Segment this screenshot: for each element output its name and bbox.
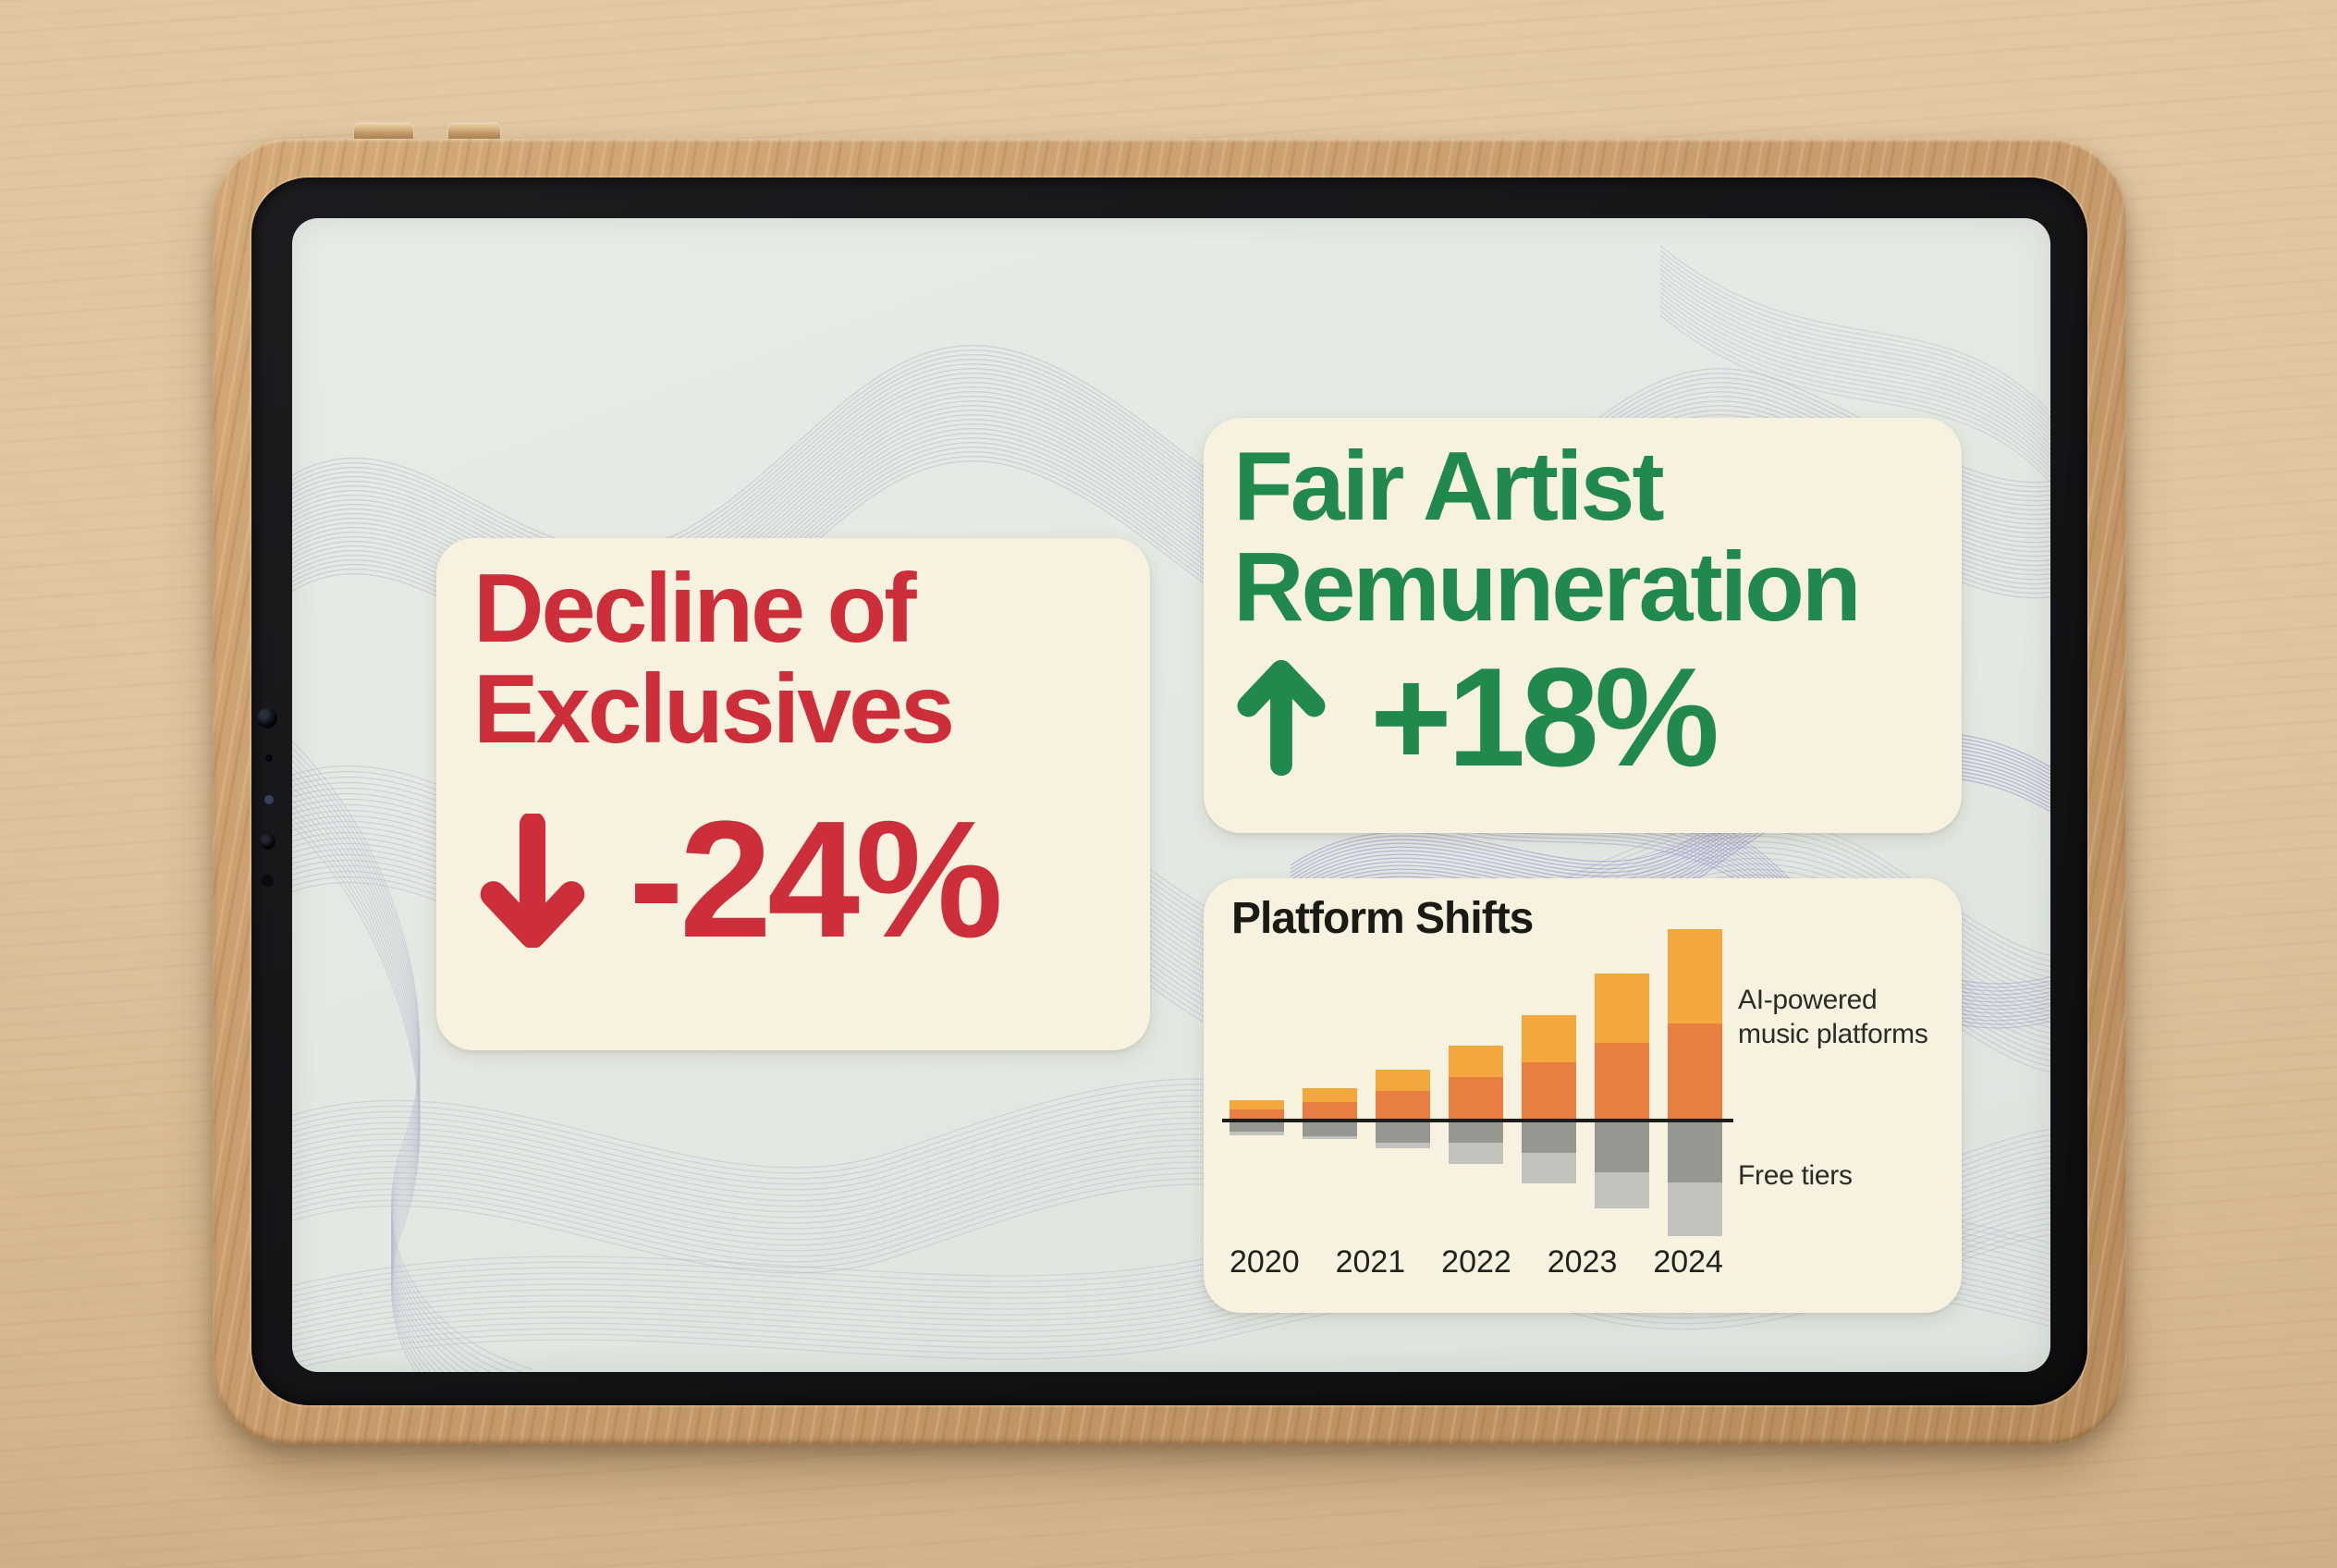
card-title: Fair Artist Remuneration xyxy=(1233,435,1862,638)
x-axis-label: 2020 xyxy=(1230,1244,1300,1280)
camera-lens-icon xyxy=(260,834,275,850)
legend-label-free-tiers: Free tiers xyxy=(1738,1160,1853,1191)
chart-bar xyxy=(1668,929,1722,1119)
volume-button xyxy=(354,124,413,141)
x-axis-label: 2023 xyxy=(1547,1244,1618,1280)
chart-bar xyxy=(1303,1088,1357,1119)
sensor-dot-icon xyxy=(265,754,273,762)
sensor-dot-icon xyxy=(264,795,274,804)
stat-card-decline[interactable]: Decline of Exclusives -24% xyxy=(436,538,1150,1050)
card-title-line1: Fair Artist xyxy=(1233,432,1665,541)
x-axis-labels: 2020 2021 2022 2023 2024 xyxy=(1230,1244,1723,1280)
stat-row: +18% xyxy=(1231,639,1719,796)
chart-bar xyxy=(1376,1122,1430,1148)
stat-card-remuneration[interactable]: Fair Artist Remuneration +18% xyxy=(1204,418,1962,833)
zero-baseline-axis xyxy=(1222,1119,1733,1122)
chart-bar xyxy=(1595,1122,1649,1208)
chart-bar xyxy=(1376,1070,1430,1119)
stat-row: -24% xyxy=(473,787,1003,973)
card-title-line2: Remuneration xyxy=(1233,533,1862,643)
x-axis-label: 2021 xyxy=(1335,1244,1406,1280)
chart-bar xyxy=(1230,1100,1284,1119)
chart-card-platform-shifts[interactable]: Platform Shifts 2020 2021 2022 2023 2024 AI-… xyxy=(1204,878,1962,1313)
chart-bar xyxy=(1595,974,1649,1119)
stat-value: -24% xyxy=(629,787,1003,973)
chart-bar xyxy=(1230,1122,1284,1135)
chart-bar xyxy=(1449,1122,1503,1164)
sensor-dot-icon xyxy=(262,875,274,887)
chart-bar xyxy=(1522,1015,1576,1119)
chart-bar xyxy=(1522,1122,1576,1183)
camera-lens-icon xyxy=(257,708,277,729)
chart-bar xyxy=(1303,1122,1357,1139)
x-axis-label: 2022 xyxy=(1441,1244,1511,1280)
down-arrow-icon xyxy=(480,813,585,948)
card-title-line1: Decline of xyxy=(473,554,917,663)
bar-chart xyxy=(1204,878,1962,1313)
card-title-line2: Exclusives xyxy=(473,655,955,765)
card-title: Decline of Exclusives xyxy=(473,557,955,760)
chart-title: Platform Shifts xyxy=(1231,894,1534,943)
legend-label-ai-platforms: AI-powered music platforms xyxy=(1738,985,1928,1049)
stat-value: +18% xyxy=(1370,639,1719,796)
chart-bar xyxy=(1668,1122,1722,1236)
volume-button xyxy=(448,124,500,141)
up-arrow-icon xyxy=(1237,659,1326,777)
chart-bar xyxy=(1449,1046,1503,1119)
x-axis-label: 2024 xyxy=(1653,1244,1723,1280)
